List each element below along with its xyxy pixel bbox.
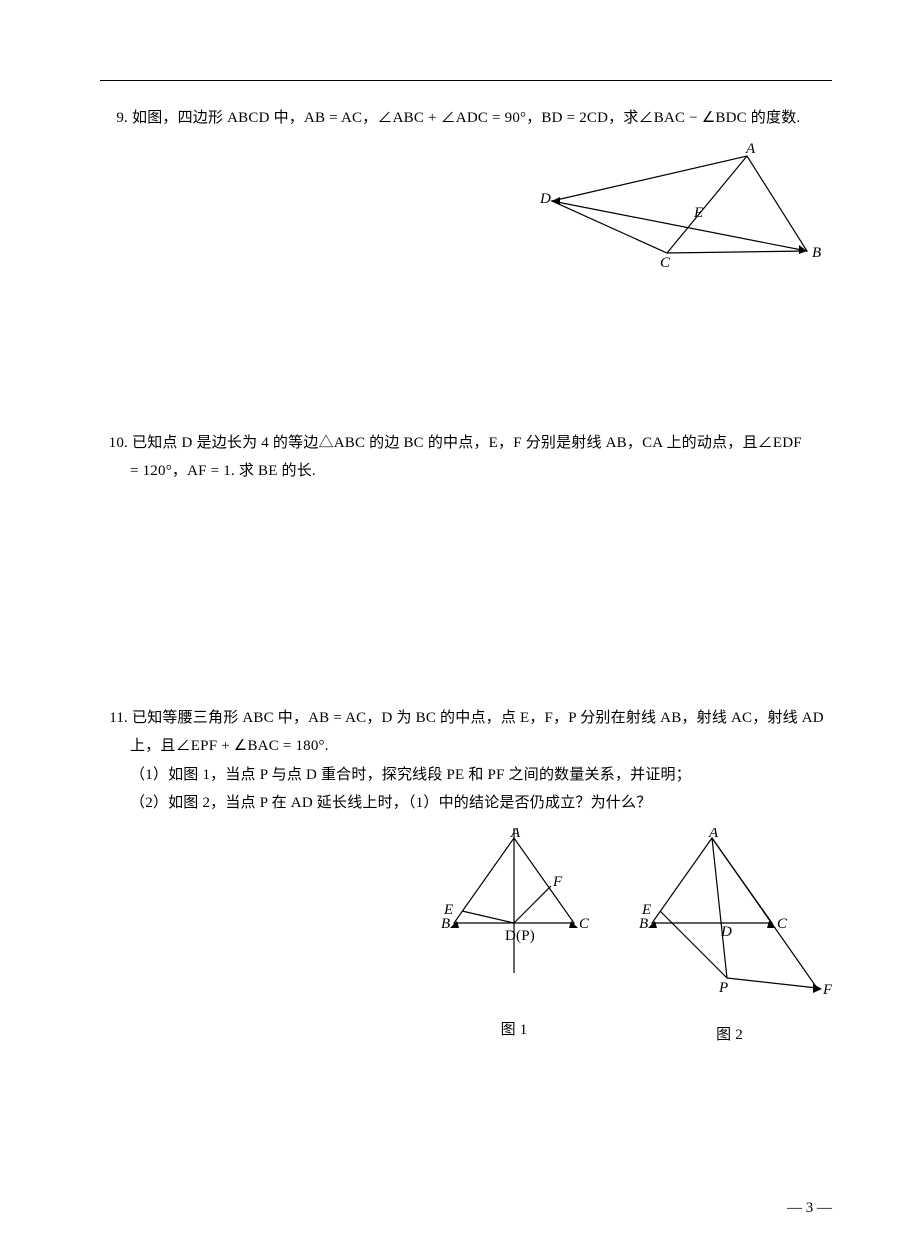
svg-text:D: D	[720, 924, 732, 940]
figure-9: D A B C E	[532, 141, 832, 271]
problem-9: 9.如图，四边形 ABCD 中，AB = AC，∠ABC + ∠ADC = 90…	[100, 104, 832, 271]
svg-text:D(P): D(P)	[505, 928, 535, 944]
problem-line1: 已知点 D 是边长为 4 的等边△ABC 的边 BC 的中点，E，F 分别是射线…	[132, 435, 802, 451]
figure-11-2-col: A B C D E P F 图 2	[627, 828, 832, 1050]
svg-text:C: C	[777, 916, 788, 932]
svg-text:E: E	[443, 902, 453, 918]
svg-text:C: C	[579, 916, 590, 932]
svg-text:C: C	[660, 255, 671, 271]
problem-number: 11.	[98, 704, 128, 733]
svg-text:F: F	[822, 982, 832, 998]
figure-9-wrap: D A B C E	[100, 141, 832, 271]
figure-11-1: A B C D(P) E F	[429, 828, 599, 998]
svg-text:A: A	[745, 141, 756, 157]
svg-text:B: B	[812, 245, 821, 261]
problem-line2: = 120°，AF = 1. 求 BE 的长.	[130, 463, 316, 479]
problem-11: 11.已知等腰三角形 ABC 中，AB = AC，D 为 BC 的中点，点 E，…	[100, 704, 832, 1050]
svg-text:B: B	[639, 916, 648, 932]
page-number: — 3 —	[787, 1200, 832, 1217]
svg-text:A: A	[708, 828, 719, 841]
page-content: 9.如图，四边形 ABCD 中，AB = AC，∠ABC + ∠ADC = 90…	[100, 80, 832, 1209]
problem-sub1: （1）如图 1，当点 P 与点 D 重合时，探究线段 PE 和 PF 之间的数量…	[130, 767, 691, 783]
figure-11-2: A B C D E P F	[627, 828, 832, 1003]
spacer	[100, 514, 832, 704]
svg-text:E: E	[641, 902, 651, 918]
problem-number: 10.	[98, 429, 128, 458]
figure-caption: 图 2	[627, 1021, 832, 1050]
figure-11-1-col: A B C D(P) E F 图 1	[429, 828, 599, 1050]
problem-10: 10.已知点 D 是边长为 4 的等边△ABC 的边 BC 的中点，E，F 分别…	[100, 429, 832, 486]
problem-number: 9.	[98, 104, 128, 133]
figure-11-pair: A B C D(P) E F 图 1	[100, 828, 832, 1050]
problem-line1: 已知等腰三角形 ABC 中，AB = AC，D 为 BC 的中点，点 E，F，P…	[132, 710, 824, 726]
svg-text:E: E	[693, 205, 703, 221]
svg-text:P: P	[718, 980, 728, 996]
spacer	[100, 299, 832, 429]
svg-text:A: A	[510, 828, 521, 841]
problem-text: 如图，四边形 ABCD 中，AB = AC，∠ABC + ∠ADC = 90°，…	[132, 110, 800, 126]
svg-text:F: F	[552, 874, 563, 890]
problem-line2: 上，且∠EPF + ∠BAC = 180°.	[130, 738, 329, 754]
svg-text:D: D	[539, 191, 551, 207]
header-rule	[100, 80, 832, 94]
problem-sub2: （2）如图 2，当点 P 在 AD 延长线上时，（1）中的结论是否仍成立？为什么…	[130, 795, 651, 811]
figure-caption: 图 1	[429, 1016, 599, 1045]
svg-text:B: B	[441, 916, 450, 932]
